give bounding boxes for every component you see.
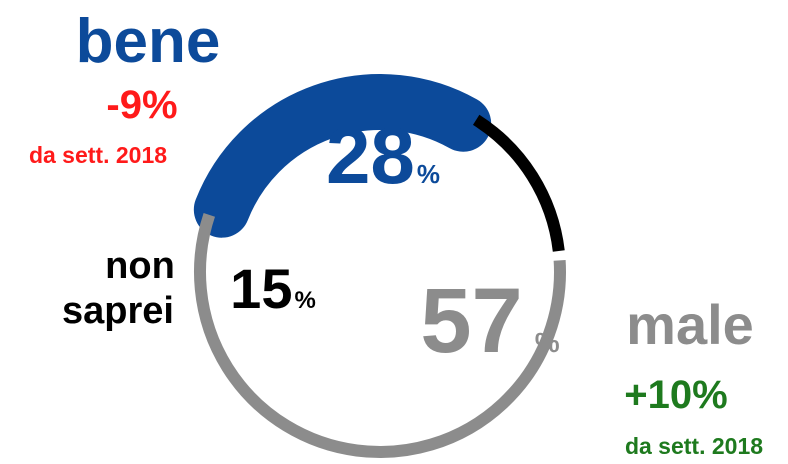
value-label-non-saprei: 15% bbox=[230, 257, 316, 320]
donut-segments bbox=[193, 74, 566, 458]
change-bene: -9% bbox=[106, 83, 177, 127]
change-note-bene: da sett. 2018 bbox=[29, 142, 167, 168]
label-non-saprei-line2: saprei bbox=[62, 290, 174, 332]
value-label-male: 57% bbox=[420, 270, 559, 372]
label-bene: bene bbox=[76, 7, 221, 76]
segment-male bbox=[194, 212, 566, 458]
change-male: +10% bbox=[624, 373, 727, 417]
segment-non-saprei bbox=[472, 114, 565, 252]
segment-bene bbox=[193, 74, 492, 238]
change-note-male: da sett. 2018 bbox=[625, 433, 763, 459]
value-label-bene: 28% bbox=[326, 111, 440, 200]
label-non-saprei-line1: non bbox=[105, 245, 175, 287]
label-male: male bbox=[626, 293, 754, 356]
